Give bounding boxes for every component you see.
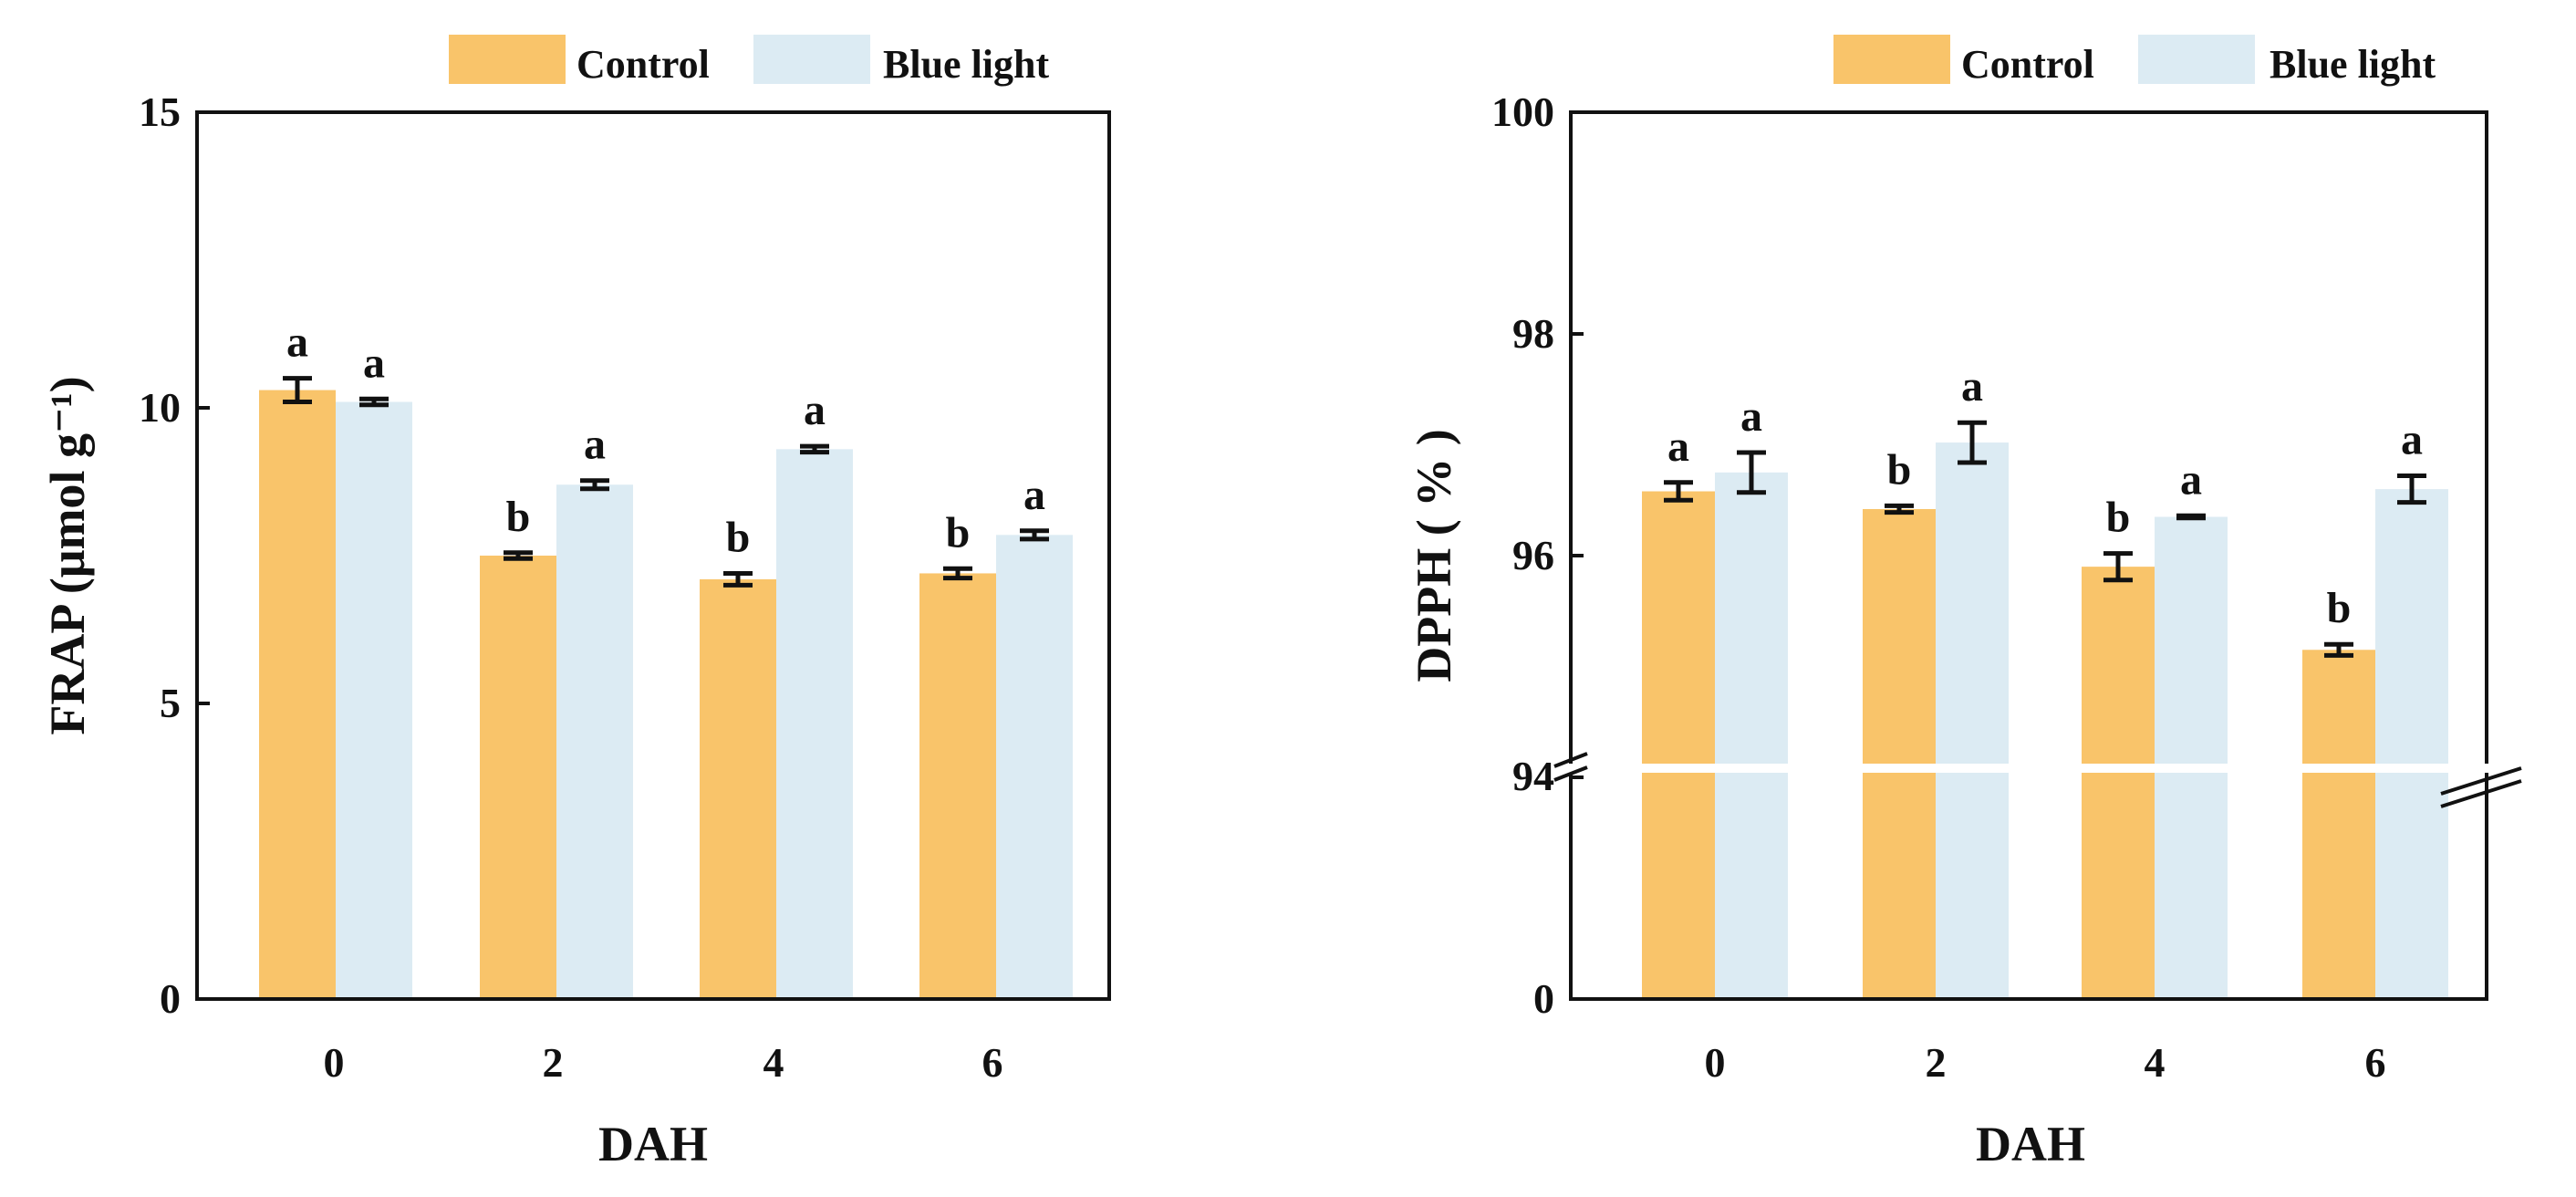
frap-x-tick-label: 6 (982, 1039, 1003, 1086)
frap-y-tick-label: 15 (139, 88, 181, 135)
dpph-error-bar-blue-light-dah-6 (2397, 474, 2426, 505)
dpph-legend-control-label: Control (1961, 42, 2094, 87)
frap-significance-letter-control-dah-0: a (286, 318, 308, 367)
dpph-y-tick-label: 0 (1533, 975, 1554, 1022)
frap-y-tick-label: 5 (160, 680, 181, 726)
dpph-legend: Control Blue light (1833, 35, 2436, 87)
dpph-bar-control-dah-2 (1863, 508, 1936, 999)
dpph-bar-control-dah-6 (2302, 650, 2375, 999)
frap-legend: Control Blue light (449, 35, 1049, 87)
frap-error-bar-control-dah-2 (504, 550, 533, 561)
frap-y-tick-label: 10 (139, 384, 181, 431)
dpph-y-ticks (1571, 110, 1584, 1001)
frap-error-bar-blue-light-dah-2 (580, 478, 609, 492)
frap-significance-letter-control-dah-2: b (506, 493, 531, 541)
dpph-x-tick-label: 0 (1705, 1039, 1726, 1086)
frap-error-bar-blue-light-dah-6 (1020, 528, 1049, 542)
frap-legend-control-swatch (449, 35, 566, 84)
dpph-error-bar-control-dah-6 (2324, 641, 2353, 658)
frap-significance-letter-blue-light-dah-6: a (1023, 471, 1045, 519)
dpph-bar-control-dah-0 (1642, 491, 1715, 999)
frap-error-bar-blue-light-dah-0 (359, 396, 389, 408)
dpph-x-tick-label: 2 (1926, 1039, 1947, 1086)
frap-legend-blue-light-swatch (753, 35, 870, 84)
frap-significance-letter-control-dah-6: b (946, 508, 971, 557)
frap-y-ticks (197, 110, 210, 1001)
dpph-bar-blue-light-dah-4 (2155, 516, 2228, 999)
frap-bar-blue-light-dah-4 (776, 449, 853, 999)
dpph-x-tick-label: 4 (2145, 1039, 2166, 1086)
frap-bar-blue-light-dah-0 (336, 401, 412, 999)
frap-error-bar-control-dah-0 (283, 376, 312, 405)
dpph-error-bar-control-dah-4 (2103, 551, 2133, 583)
frap-x-tick-label: 2 (543, 1039, 564, 1086)
dpph-y-axis-label: DPPH ( % ) (1407, 429, 1461, 682)
dpph-axis-break-gap (1551, 764, 2508, 773)
frap-y-axis-label: FRAP (μmol g⁻¹) (40, 376, 95, 734)
dpph-bar-blue-light-dah-0 (1715, 472, 1788, 999)
dpph-legend-blue-light-label: Blue light (2270, 42, 2436, 87)
frap-bar-blue-light-dah-6 (996, 535, 1073, 999)
dpph-bar-control-dah-4 (2082, 567, 2155, 999)
dpph-x-tick-label: 6 (2365, 1039, 2386, 1086)
frap-bar-control-dah-0 (259, 390, 336, 999)
dpph-error-bar-control-dah-0 (1664, 480, 1693, 503)
frap-plot-frame (195, 110, 1111, 1001)
dpph-x-axis-label: DAH (1976, 1117, 2085, 1171)
frap-error-bar-control-dah-6 (943, 566, 972, 581)
frap-y-tick-label: 0 (160, 975, 181, 1022)
frap-legend-control-label: Control (576, 42, 710, 87)
frap-x-axis-label: DAH (598, 1117, 708, 1171)
dpph-axis-break-marks (1553, 752, 2522, 808)
dpph-error-bar-blue-light-dah-2 (1958, 420, 1987, 465)
dpph-significance-letter-control-dah-2: b (1887, 445, 1912, 494)
frap-significance-letter-control-dah-4: b (726, 513, 751, 561)
frap-bar-blue-light-dah-2 (556, 484, 633, 999)
dpph-significance-letter-blue-light-dah-6: a (2401, 416, 2423, 464)
frap-significance-letter-blue-light-dah-2: a (584, 421, 606, 469)
frap-bar-control-dah-4 (700, 578, 776, 999)
dpph-y-tick-label: 98 (1512, 310, 1554, 357)
frap-error-bar-control-dah-4 (723, 570, 753, 588)
frap-x-tick-label: 0 (324, 1039, 345, 1086)
dpph-significance-letter-blue-light-dah-4: a (2180, 455, 2202, 504)
dpph-error-bar-blue-light-dah-0 (1737, 450, 1766, 495)
dpph-y-tick-label: 96 (1512, 532, 1554, 578)
dpph-significance-letter-blue-light-dah-0: a (1740, 392, 1762, 441)
dpph-significance-letter-control-dah-0: a (1667, 422, 1689, 471)
dpph-y-tick-label: 100 (1491, 88, 1554, 135)
dpph-legend-blue-light-swatch (2138, 35, 2255, 84)
frap-legend-blue-light-label: Blue light (883, 42, 1049, 87)
dpph-significance-letter-blue-light-dah-2: a (1961, 362, 1983, 411)
frap-bar-control-dah-2 (480, 556, 556, 999)
dpph-y-tick-label: 94 (1512, 753, 1554, 799)
frap-bar-control-dah-6 (919, 573, 996, 999)
dpph-error-bar-blue-light-dah-4 (2176, 513, 2206, 521)
dpph-significance-letter-control-dah-4: b (2106, 494, 2131, 542)
dpph-bar-blue-light-dah-6 (2375, 489, 2448, 999)
dpph-bar-blue-light-dah-2 (1936, 442, 2009, 999)
frap-bars: a b b b a a a a (259, 318, 1073, 999)
dpph-legend-control-swatch (1833, 35, 1950, 84)
dpph-error-bar-control-dah-2 (1885, 503, 1914, 515)
frap-significance-letter-blue-light-dah-4: a (804, 386, 826, 434)
dpph-significance-letter-control-dah-6: b (2327, 584, 2352, 632)
frap-x-tick-label: 4 (763, 1039, 784, 1086)
frap-error-bar-blue-light-dah-4 (800, 443, 829, 455)
frap-significance-letter-blue-light-dah-0: a (363, 338, 385, 387)
